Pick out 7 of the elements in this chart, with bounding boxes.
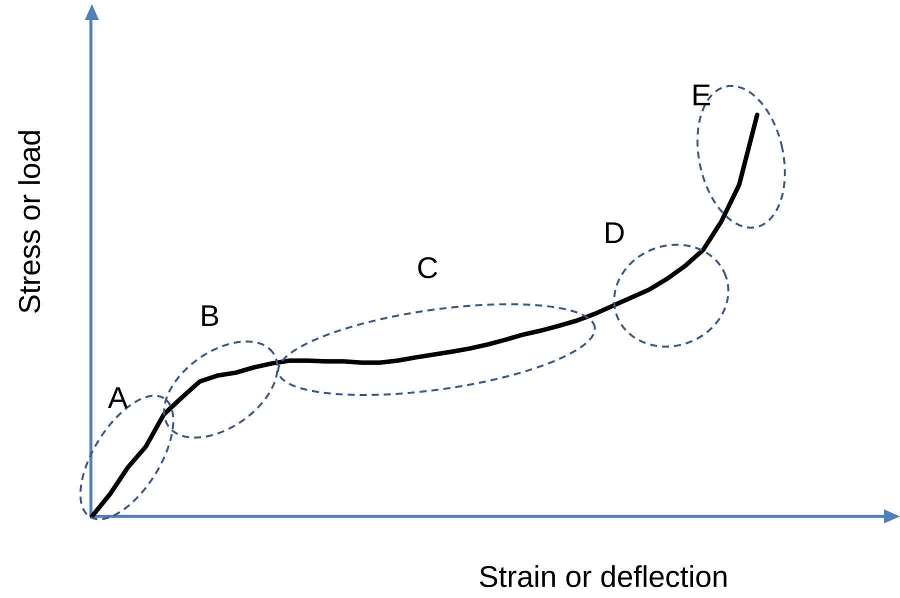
annotation: A [108, 387, 128, 408]
x-axis-title: Strain or deflection [480, 565, 726, 588]
annotation: D [606, 222, 624, 243]
annotation: B [202, 305, 218, 326]
y-axis-title: Stress or load [18, 131, 40, 313]
annotation: C [418, 256, 438, 278]
text: E [694, 84, 710, 106]
